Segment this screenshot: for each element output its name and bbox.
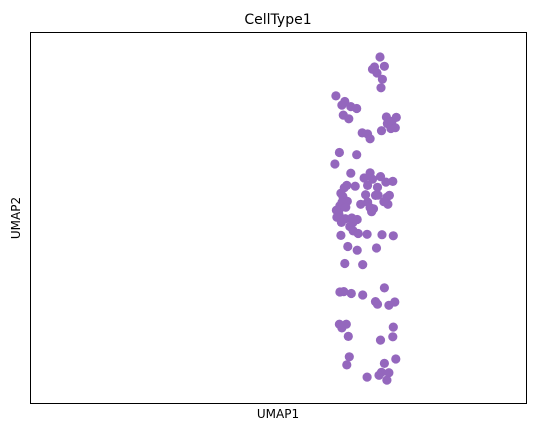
data-point (331, 91, 341, 101)
data-point (390, 123, 400, 133)
data-point (343, 241, 353, 252)
data-point (357, 128, 367, 138)
data-point (358, 290, 368, 300)
data-point (344, 352, 354, 362)
data-point (384, 190, 394, 200)
data-point (352, 245, 362, 255)
data-point (384, 368, 394, 378)
data-point (375, 335, 386, 345)
data-point (365, 134, 375, 144)
data-point (388, 322, 398, 332)
data-point (370, 190, 381, 200)
data-point (391, 354, 401, 364)
data-point (376, 126, 387, 136)
data-point (359, 173, 369, 183)
data-point (358, 260, 368, 270)
data-point (372, 299, 383, 309)
data-point (379, 61, 389, 71)
data-point (356, 199, 366, 209)
data-point (367, 207, 377, 217)
data-point (377, 74, 387, 84)
data-point (336, 230, 346, 240)
data-point (377, 230, 387, 240)
chart-title: CellType1 (244, 12, 311, 28)
data-point (337, 323, 347, 333)
data-point (334, 147, 344, 158)
data-point (388, 176, 398, 186)
data-point (379, 358, 389, 368)
data-point (376, 83, 386, 93)
data-point (352, 103, 362, 114)
data-point (362, 372, 372, 382)
data-point (382, 375, 392, 385)
data-point (361, 190, 371, 200)
data-point (343, 331, 353, 341)
data-point (388, 231, 398, 241)
data-point (372, 182, 383, 192)
data-point (379, 283, 389, 293)
data-point (346, 168, 356, 178)
data-point (372, 68, 382, 78)
data-point (342, 360, 352, 370)
data-point (375, 172, 386, 182)
data-point (337, 100, 347, 110)
data-point (391, 112, 401, 122)
data-point (339, 287, 349, 297)
data-point (338, 110, 348, 120)
data-point (374, 370, 384, 380)
data-point (363, 180, 373, 190)
data-point (350, 181, 360, 191)
data-point (346, 288, 356, 299)
data-point (330, 159, 340, 169)
data-point (340, 258, 350, 269)
data-point (379, 197, 389, 207)
data-point (388, 332, 398, 342)
y-axis-label: UMAP2 (9, 197, 23, 239)
data-point (336, 217, 346, 227)
data-point (375, 52, 385, 62)
points-layer (330, 52, 401, 385)
x-axis-label: UMAP1 (257, 407, 299, 421)
data-point (390, 297, 400, 307)
data-point (367, 174, 378, 184)
data-point (371, 243, 382, 253)
data-point (352, 150, 362, 160)
data-point (353, 228, 363, 239)
data-point (362, 229, 372, 239)
plot-frame (30, 32, 527, 404)
data-point (341, 202, 351, 212)
